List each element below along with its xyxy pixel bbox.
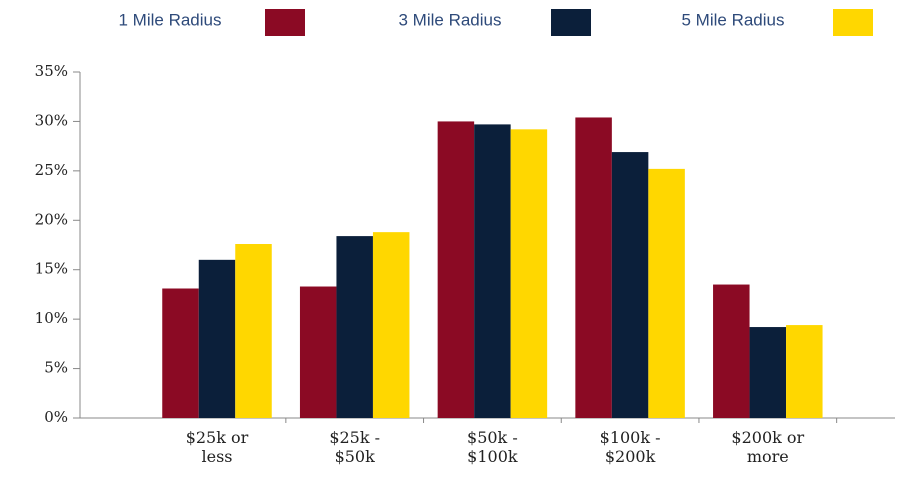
legend-label: 3 Mile Radius	[399, 10, 502, 29]
bar	[336, 236, 373, 418]
x-tick-label: $200k or more	[731, 428, 805, 466]
bar	[198, 259, 236, 418]
x-tick-label: $25k - $50k	[329, 428, 381, 466]
bar	[786, 325, 823, 418]
bar	[437, 121, 475, 418]
y-tick-label: 5%	[44, 359, 68, 377]
bar	[575, 117, 612, 418]
y-tick-label: 35%	[35, 62, 68, 80]
bar	[510, 129, 548, 418]
y-tick-label: 20%	[35, 210, 68, 228]
bar	[611, 152, 649, 418]
y-tick-label: 10%	[35, 309, 68, 327]
y-tick-label: 30%	[35, 111, 68, 129]
y-tick-label: 25%	[35, 161, 68, 179]
y-tick-label: 15%	[35, 260, 68, 278]
bar	[235, 244, 272, 418]
bar	[372, 232, 410, 418]
bar	[648, 168, 685, 418]
x-tick-label: $25k or less	[185, 428, 249, 466]
legend-label: 5 Mile Radius	[682, 10, 785, 29]
bar	[474, 124, 511, 418]
bar	[749, 327, 787, 418]
legend-label: 1 Mile Radius	[119, 10, 222, 29]
legend-swatch	[265, 9, 305, 36]
bar	[162, 288, 199, 418]
x-tick-label: $50k - $100k	[467, 428, 518, 466]
x-tick-label: $100k - $200k	[599, 428, 661, 466]
legend-swatch	[833, 9, 873, 36]
y-tick-label: 0%	[44, 408, 68, 426]
bar	[299, 286, 337, 418]
legend-swatch	[551, 9, 591, 36]
bar	[713, 284, 750, 418]
